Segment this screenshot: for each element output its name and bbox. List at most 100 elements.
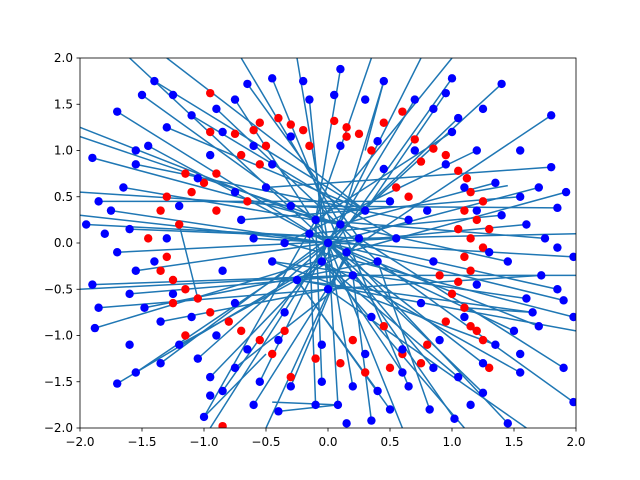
blue-point [199,412,209,422]
y-tick-label: 1.5 [54,97,73,111]
red-point [311,354,320,363]
blue-point [569,252,576,262]
blue-point [311,400,320,410]
blue-point [336,220,345,229]
red-point [255,335,264,345]
red-point [385,363,395,373]
red-point [478,197,488,206]
blue-point [140,303,149,312]
blue-point [547,162,556,172]
segment-line [327,242,515,332]
blue-point [299,76,308,86]
blue-point [187,312,196,322]
segment-line [234,274,354,369]
red-point [224,317,233,326]
blue-point [398,345,407,354]
red-point [342,132,351,141]
x-tick-label: −2.0 [65,435,94,449]
blue-point [425,405,434,414]
blue-point [230,187,240,197]
red-point [255,118,264,127]
red-point [466,266,475,275]
blue-point [131,160,140,169]
blue-point [348,271,357,280]
blue-point [342,248,351,257]
blue-point [162,123,171,132]
blue-point [534,183,543,192]
red-point [485,363,494,373]
segment-line [178,251,347,346]
segment-line [80,126,316,221]
blue-point [450,414,459,423]
blue-point [485,248,494,257]
red-point [230,129,240,139]
blue-point [212,104,221,114]
red-point [187,187,196,197]
blue-point [553,243,562,252]
red-point [336,359,345,368]
segment-line [166,126,366,212]
blue-point [249,234,258,243]
segment-line [271,260,496,346]
blue-point [503,257,512,266]
blue-point [323,285,333,294]
blue-point [354,234,364,243]
red-point [441,317,450,326]
blue-point [274,407,283,416]
red-point [441,150,450,160]
blue-point [206,150,215,160]
red-point [212,206,221,215]
blue-point [516,349,525,359]
blue-point [206,391,215,400]
segment-line [327,186,539,244]
red-point [286,372,295,382]
red-point [466,234,475,243]
blue-point [168,90,178,100]
blue-point [206,372,215,382]
blue-point [559,363,568,373]
blue-point [416,298,426,308]
red-point [212,169,221,178]
blue-point [516,146,525,155]
blue-point [466,400,475,410]
blue-point [392,234,401,243]
segment-line [110,209,329,244]
red-point [193,294,202,303]
blue-point [342,419,351,428]
blue-point [361,349,370,359]
red-point [423,340,432,349]
blue-point [131,266,140,275]
segment-line [80,135,341,226]
blue-point [113,379,122,388]
segment-line [340,223,508,263]
blue-point [187,111,196,120]
red-point [367,146,376,155]
y-axis: −2.0 −1.5 −1.0 −0.5 0.0 0.5 1.0 1.5 2.0 [44,51,80,435]
blue-point [373,386,382,396]
blue-point [131,146,140,155]
blue-point [137,90,147,100]
blue-point [94,303,103,312]
blue-point [125,224,134,234]
blue-point [333,400,343,410]
blue-point [243,345,252,354]
blue-point [561,187,571,197]
blue-point [528,308,537,317]
blue-point [472,206,481,215]
blue-point [410,146,419,155]
blue-point [125,289,134,299]
blue-point [367,312,376,322]
blue-point [454,372,463,382]
blue-point [540,234,550,243]
segment-line [327,242,484,394]
red-point [404,192,413,201]
segment-line [272,401,338,406]
y-tick-label: 1.0 [54,144,73,158]
segments-layer [80,58,576,428]
x-tick-label: 0.0 [318,435,337,449]
blue-point [100,229,110,238]
segment-line [339,80,385,225]
red-point [348,335,357,345]
red-point [478,335,488,345]
